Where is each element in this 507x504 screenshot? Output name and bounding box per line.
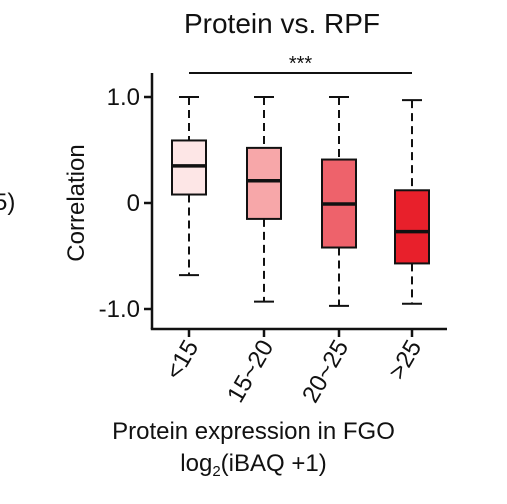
- x-tick-label: 20~25: [297, 336, 354, 408]
- x-tick-label: >25: [383, 336, 427, 385]
- box-2: [246, 96, 282, 303]
- box-4: [394, 99, 430, 305]
- x-tick-labels: <15 15~20 20~25 >25: [160, 336, 427, 408]
- y-tick-label: 1.0: [107, 84, 140, 111]
- axes: 1.0 0 -1.0: [99, 73, 447, 337]
- y-tick-label: 0: [127, 190, 140, 217]
- box-1: [171, 96, 207, 277]
- x-tick-label: 15~20: [222, 336, 279, 408]
- box-rect: [246, 146, 282, 220]
- box-rect: [394, 189, 430, 265]
- x-axis-label: Protein expression in FGO: [112, 418, 395, 445]
- x-tick-label: <15: [160, 336, 204, 385]
- x-axis-unit-prefix: log: [180, 450, 213, 477]
- boxes: [171, 96, 430, 307]
- y-axis-label: Correlation: [63, 144, 90, 261]
- x-axis-unit-suffix: (iBAQ +1): [220, 450, 327, 477]
- chart-title: Protein vs. RPF: [184, 8, 380, 39]
- y-tick-label: -1.0: [99, 296, 140, 323]
- box-3: [321, 96, 357, 307]
- x-axis-unit-subscript: 2: [212, 463, 221, 480]
- significance-annotation: ***: [189, 53, 412, 75]
- edge-text: 5): [0, 189, 15, 216]
- significance-stars: ***: [289, 53, 313, 75]
- x-axis-unit-label: log2(iBAQ +1): [0, 450, 507, 486]
